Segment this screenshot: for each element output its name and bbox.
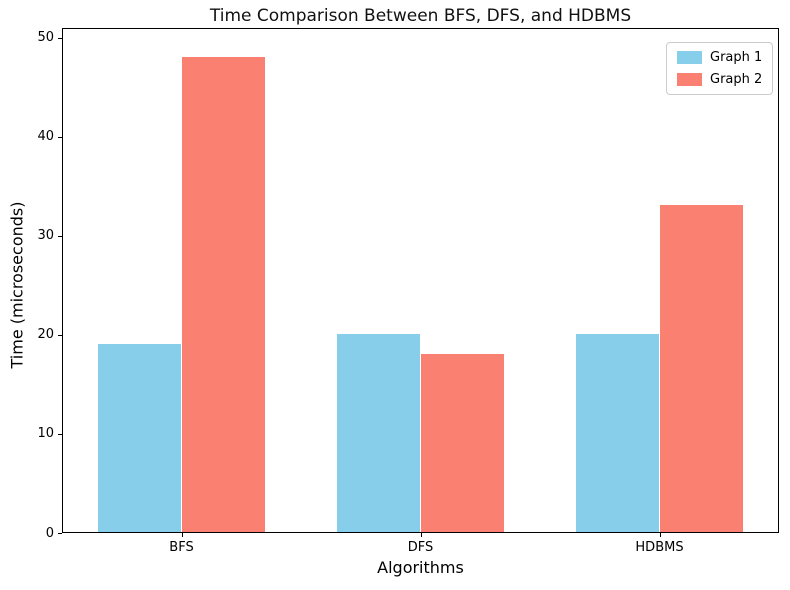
y-tick-label-40: 40: [37, 129, 54, 145]
y-tick-mark: [58, 37, 62, 39]
legend-swatch-graph-1-icon: [677, 51, 702, 64]
bar-hdbms-graph-2: [659, 205, 744, 532]
y-tick-mark: [58, 334, 62, 336]
bar-bfs-graph-2: [181, 56, 266, 532]
x-tick-mark: [659, 533, 661, 537]
bar-hdbms-graph-1: [575, 333, 660, 532]
legend: Graph 1 Graph 2: [666, 42, 774, 95]
legend-entry-graph-2: Graph 2: [677, 72, 762, 87]
y-tick-label-50: 50: [37, 30, 54, 46]
legend-label-graph-2: Graph 2: [710, 72, 763, 87]
x-tick-label-dfs: DFS: [407, 540, 434, 555]
y-tick-mark: [58, 136, 62, 138]
y-tick-label-30: 30: [37, 228, 54, 244]
x-tick-mark: [181, 533, 183, 537]
bar-bfs-graph-1: [97, 343, 182, 532]
y-tick-mark: [58, 235, 62, 237]
y-tick-label-10: 10: [37, 426, 54, 442]
legend-entry-graph-1: Graph 1: [677, 50, 762, 65]
y-tick-label-0: 0: [45, 525, 54, 541]
x-tick-mark: [420, 533, 422, 537]
plot-area: [62, 28, 779, 533]
y-tick-mark: [58, 433, 62, 435]
x-tick-label-hdbms: HDBMS: [635, 540, 684, 555]
x-tick-label-bfs: BFS: [169, 540, 194, 555]
bar-dfs-graph-2: [420, 353, 505, 532]
legend-swatch-graph-2-icon: [677, 73, 702, 86]
y-tick-label-20: 20: [37, 327, 54, 343]
bar-dfs-graph-1: [336, 333, 421, 532]
legend-label-graph-1: Graph 1: [710, 50, 763, 65]
chart-title: Time Comparison Between BFS, DFS, and HD…: [209, 6, 632, 26]
y-axis-label: Time (microseconds): [7, 201, 27, 369]
y-tick-mark: [58, 533, 62, 534]
x-axis-label: Algorithms: [377, 558, 464, 577]
